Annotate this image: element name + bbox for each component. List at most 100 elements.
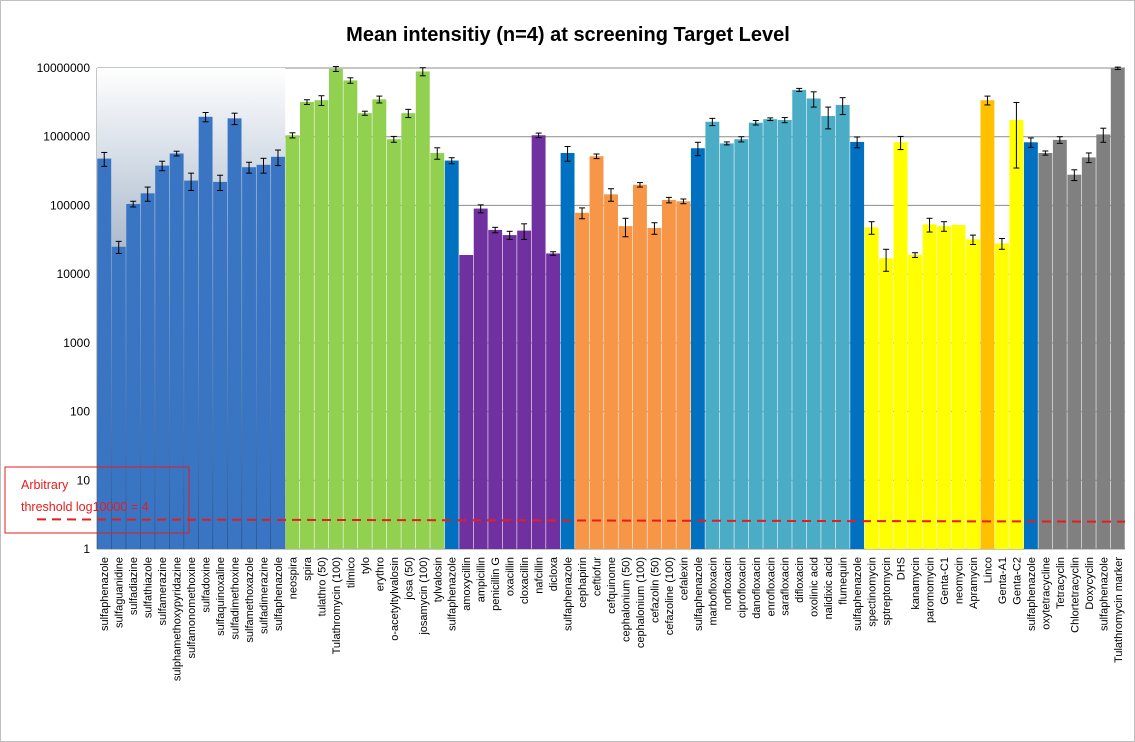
x-tick-label: sulfaphenazole [563, 557, 575, 631]
y-tick-label: 10 [77, 473, 91, 487]
error-bars [101, 66, 1121, 272]
x-tick-label: cefazolin (50) [649, 557, 661, 623]
bar [430, 152, 445, 550]
threshold-label-line1: Arbitrary [21, 478, 69, 492]
x-tick-label: sulfaphenazole [852, 557, 864, 631]
bar [256, 164, 271, 549]
x-tick-label: josamycin (100) [418, 557, 430, 636]
bar [864, 227, 879, 549]
y-tick-label: 10000 [57, 267, 91, 281]
x-tick-label: tilmico [345, 557, 357, 588]
bar [633, 184, 647, 549]
x-tick-label: sulfaphenazole [99, 557, 111, 631]
bar [1052, 139, 1067, 550]
x-tick-label: sulfaphenazole [1098, 557, 1110, 631]
bar [1081, 157, 1096, 549]
bar [140, 193, 155, 549]
x-tick-label: Genta-A1 [997, 557, 1009, 604]
x-tick-label: sulfadoxine [201, 557, 213, 613]
x-tick-label: sulfaphenazole [447, 557, 459, 631]
x-tick-label: josa (50) [403, 557, 415, 601]
x-tick-label: cephalonium (50) [620, 557, 632, 642]
threshold-label-line2: threshold log10000 = 4 [21, 500, 149, 514]
x-tick-label: neomycin [953, 557, 965, 604]
bar [328, 68, 343, 550]
bar [705, 121, 720, 550]
x-tick-label: difloxacin [794, 557, 806, 603]
bar [386, 139, 401, 549]
x-tick-label: sulfadimerazine [259, 557, 271, 634]
bar [676, 201, 691, 550]
bar [488, 229, 503, 549]
x-tick-label: norfloxacin [722, 557, 734, 610]
x-tick-label: Genta-C2 [1011, 557, 1023, 605]
bar [502, 235, 517, 549]
x-tick-label: sulfathiazole [143, 557, 155, 618]
bar [299, 102, 314, 549]
bar [647, 227, 662, 549]
y-axis-ticks: 1 10 100 1000 10000 100000 1000000 10000000 [37, 61, 91, 556]
x-tick-label: sulphamethoxypyridazine [172, 557, 184, 681]
bar [661, 199, 676, 550]
y-tick-label: 100000 [50, 198, 90, 212]
bar [459, 254, 474, 549]
bar [169, 153, 184, 549]
bar [1023, 142, 1038, 549]
bar [271, 156, 285, 549]
bar [922, 224, 937, 549]
threshold-line [36, 518, 1126, 523]
x-tick-label: Tulathromycin marker [1113, 557, 1125, 663]
x-tick-label: sulfaquinoxaline [215, 557, 227, 636]
bar [444, 160, 459, 550]
bar [401, 113, 416, 549]
x-tick-label: ciprofloxacin [736, 557, 748, 618]
bar [821, 116, 836, 549]
bar [1110, 68, 1125, 549]
bar [242, 167, 256, 549]
chart-title: Mean intensitiy (n=4) at screening Targe… [346, 24, 790, 46]
x-tick-label: sulfaphenazole [693, 557, 705, 631]
x-tick-label: Linco [982, 557, 994, 583]
bar [97, 158, 112, 550]
bar [1096, 134, 1111, 549]
bar [835, 104, 850, 549]
bar [111, 246, 126, 549]
bar [792, 89, 807, 549]
x-tick-label: erythro [374, 557, 386, 591]
x-tick-label: cloxacillin [519, 557, 531, 604]
x-tick-label: sulfamonomethoxine [186, 557, 198, 659]
threshold-annotation: Arbitrary threshold log10000 = 4 [4, 466, 1126, 534]
bar [937, 226, 951, 549]
x-tick-label: Chlortetracyclin [1069, 557, 1081, 633]
bar [126, 203, 141, 549]
bar [1067, 174, 1082, 549]
x-tick-label: neospira [287, 556, 299, 599]
bar [806, 98, 821, 550]
y-tick-label: 1000000 [43, 130, 90, 144]
bar [531, 135, 546, 549]
x-tick-label: danofloxacin [751, 557, 763, 619]
bar [314, 100, 329, 549]
bar [560, 152, 575, 550]
x-tick-label: nalidixic acid [823, 557, 835, 619]
x-tick-label: cefalexin [678, 557, 690, 600]
bar [213, 181, 228, 550]
x-tick-label: sulfaguanidine [114, 557, 126, 628]
x-tick-label: oxacillin [505, 557, 517, 596]
bar [1038, 152, 1053, 550]
x-tick-label: marbofloxacin [707, 557, 719, 625]
bar [980, 100, 995, 549]
x-tick-label: oxolinic acid [809, 557, 821, 617]
x-tick-label: cephapirin [577, 557, 589, 608]
x-tick-label: Doxycyclin [1084, 557, 1096, 610]
bar [966, 239, 980, 550]
x-tick-label: sulfaphenazole [273, 557, 285, 631]
bar [184, 180, 199, 550]
y-tick-label: 1 [83, 542, 90, 556]
x-tick-label: spectinomycin [867, 557, 879, 627]
x-tick-label: tylo [360, 557, 372, 574]
x-tick-label: cephalonium (100) [635, 557, 647, 648]
bar [734, 139, 749, 549]
bar [227, 118, 242, 549]
